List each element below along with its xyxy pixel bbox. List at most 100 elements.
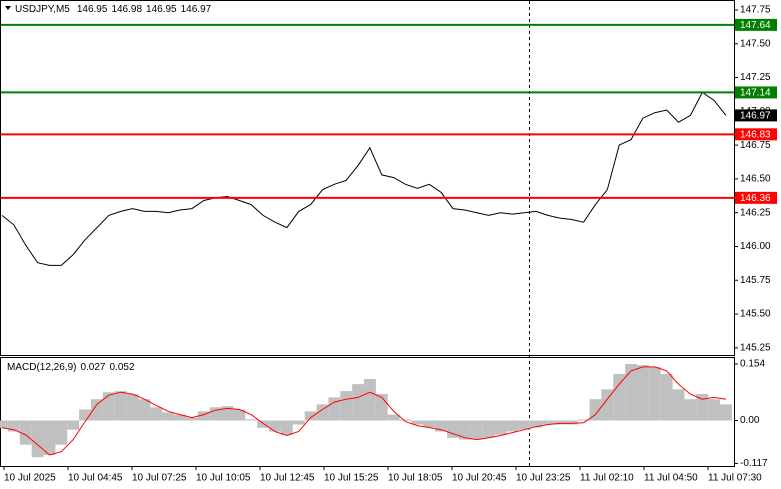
histogram-bar [209, 407, 222, 421]
histogram-bar [197, 411, 210, 421]
y-tick-label: 146.25 [740, 207, 771, 218]
level-label-bg [735, 128, 777, 141]
macd-panel-frame [0, 357, 735, 467]
histogram-bar [399, 419, 412, 421]
y-tick-label: 146.50 [740, 174, 771, 185]
x-tick-label: 11 Jul 07:30 [708, 473, 762, 484]
close-price: 146.97 [181, 4, 212, 15]
price-line [1, 91, 727, 266]
histogram-bar [565, 420, 578, 425]
x-tick-label: 10 Jul 18:05 [388, 473, 443, 484]
low-price: 146.95 [146, 4, 177, 15]
histogram-bar [364, 379, 376, 421]
macd-header: MACD(12,26,9) 0.027 0.052 [7, 362, 135, 373]
histogram-bar [126, 394, 139, 421]
histogram-bar [672, 389, 685, 421]
histogram-bar [720, 404, 732, 421]
histogram-bar [684, 399, 697, 421]
level-label: 146.83 [740, 129, 771, 140]
y-tick-label: 147.50 [740, 38, 771, 49]
histogram-bar [31, 420, 44, 458]
histogram-bar [0, 420, 8, 428]
histogram-bar [67, 420, 80, 430]
histogram-bar [245, 419, 258, 421]
histogram-bar [648, 366, 661, 421]
histogram-bar [114, 391, 127, 421]
histogram-bar [138, 399, 151, 421]
histogram-bar [458, 420, 471, 440]
x-tick-label: 11 Jul 02:10 [580, 473, 634, 484]
price-header: USDJPY,M5 146.95 146.98 146.95 146.97 [15, 4, 212, 15]
histogram-bar [19, 420, 32, 445]
y-tick-label: 147.75 [740, 5, 771, 16]
histogram-bar [375, 394, 388, 421]
histogram-bar [174, 414, 186, 421]
level-label: 147.14 [740, 88, 771, 99]
histogram-bar [613, 373, 626, 421]
histogram-bar [233, 409, 246, 421]
histogram-bar [470, 420, 483, 440]
symbol-title: USDJPY,M5 [15, 4, 70, 15]
signal-line [1, 366, 727, 456]
x-tick-label: 10 Jul 04:45 [68, 473, 123, 484]
y-tick-label: 145.75 [740, 275, 771, 286]
level-label: 146.36 [740, 193, 771, 204]
level-label-bg [735, 18, 777, 31]
y-tick-label: 147.25 [740, 72, 771, 83]
histogram-bar [352, 384, 364, 421]
histogram-bar [696, 394, 709, 421]
high-price: 146.98 [111, 4, 142, 15]
histogram-bar [340, 391, 353, 421]
y-tick-label: 0.00 [740, 415, 760, 426]
histogram-bar [589, 399, 602, 421]
histogram-bar [506, 420, 519, 432]
histogram-bar [257, 420, 270, 428]
histogram-bar [411, 420, 424, 425]
level-label-bg [735, 86, 777, 99]
symbol-menu-icon[interactable] [5, 6, 11, 10]
level-label-bg [735, 191, 777, 204]
x-tick-label: 10 Jul 12:45 [260, 473, 315, 484]
histogram-bar [280, 420, 293, 435]
histogram-bar [542, 420, 554, 425]
x-tick-label: 11 Jul 04:50 [644, 473, 698, 484]
histogram-bar [55, 420, 68, 445]
histogram-bar [304, 411, 317, 421]
y-tick-label: -0.117 [740, 458, 768, 469]
histogram-bar [518, 420, 531, 430]
x-tick-label: 10 Jul 07:25 [132, 473, 187, 484]
histogram-bar [150, 407, 163, 421]
macd-value: 0.027 [80, 362, 105, 373]
histogram-bar [494, 420, 507, 435]
last-price-bg [735, 109, 777, 122]
x-tick-label: 10 Jul 23:25 [516, 473, 571, 484]
histogram-bar [636, 365, 649, 421]
histogram-bar [328, 397, 341, 421]
histogram-bar [423, 420, 436, 428]
histogram-bar [292, 420, 305, 425]
histogram-bar [221, 406, 234, 421]
histogram-bar [708, 399, 721, 421]
histogram-bar [79, 409, 92, 421]
histogram-bar [102, 392, 115, 421]
y-tick-label: 145.50 [740, 309, 771, 320]
y-tick-label: 145.25 [740, 342, 771, 353]
histogram-bar [530, 420, 543, 428]
x-tick-label: 10 Jul 20:45 [452, 473, 507, 484]
histogram-bar [482, 420, 495, 438]
level-label: 147.64 [740, 20, 771, 31]
histogram-bar [269, 420, 281, 432]
histogram-bar [91, 399, 103, 421]
histogram-bar [625, 363, 637, 421]
histogram-bar [316, 404, 329, 421]
histogram-bar [447, 420, 459, 438]
histogram-bar [553, 420, 566, 425]
signal-value: 0.052 [110, 362, 135, 373]
y-tick-label: 146.00 [740, 241, 771, 252]
histogram-bar [387, 414, 400, 421]
histogram-bar [435, 420, 448, 432]
histogram-bar [601, 389, 614, 421]
macd-title: MACD(12,26,9) [7, 362, 76, 373]
y-tick-label: 146.75 [740, 140, 771, 151]
histogram-bar [660, 373, 673, 421]
